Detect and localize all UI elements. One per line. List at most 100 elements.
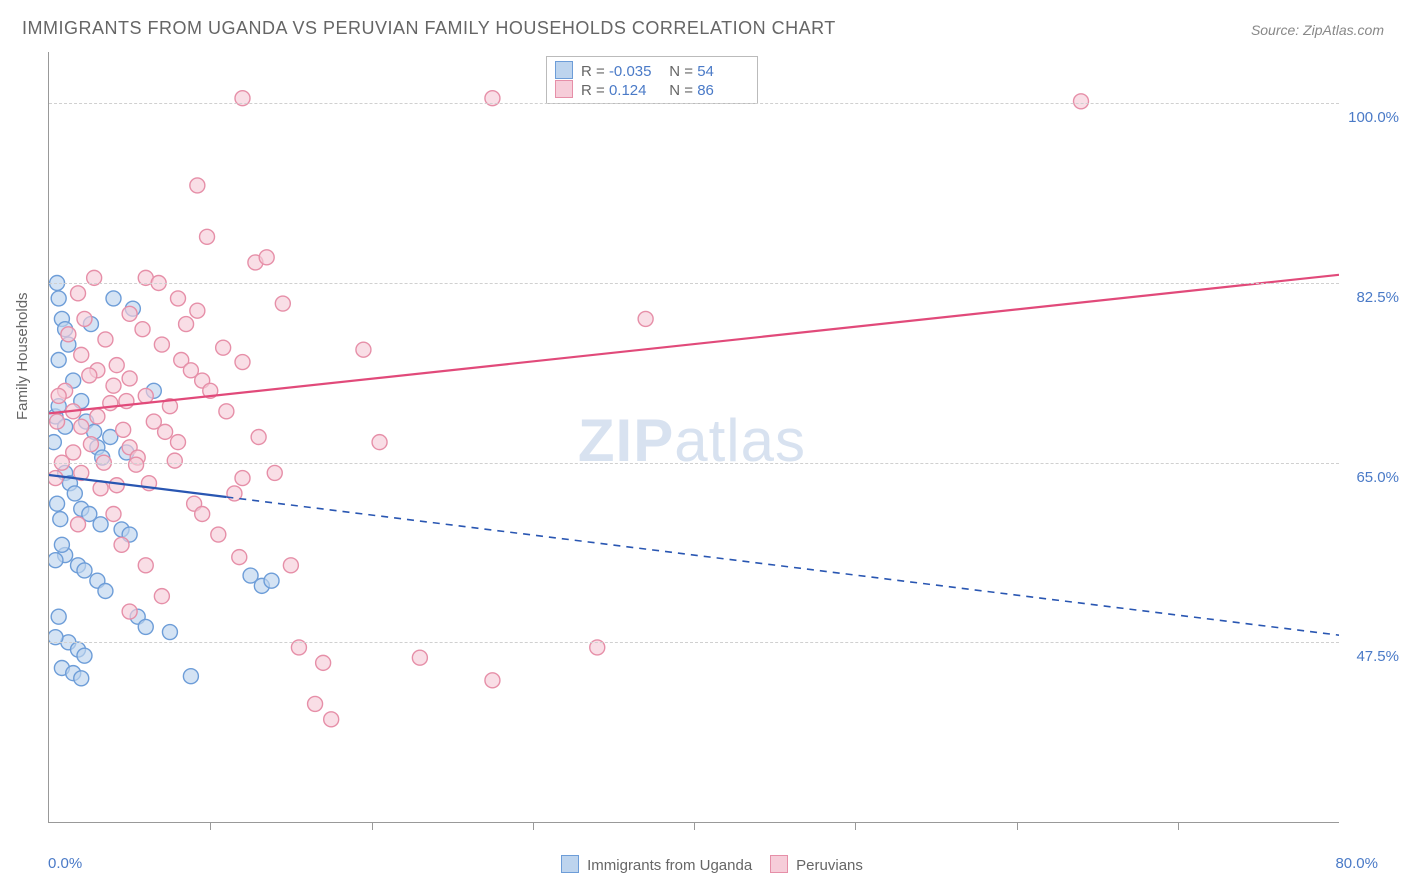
gridline [49, 463, 1339, 464]
data-point [356, 342, 371, 357]
data-point [98, 584, 113, 599]
legend-swatch [555, 80, 573, 98]
data-point [51, 609, 66, 624]
y-tick-label: 47.5% [1344, 648, 1399, 665]
data-point [219, 404, 234, 419]
y-axis-label: Family Households [14, 292, 31, 420]
data-point [106, 507, 121, 522]
data-point [154, 337, 169, 352]
data-point [51, 388, 66, 403]
data-point [77, 563, 92, 578]
y-tick-label: 100.0% [1344, 109, 1399, 126]
data-point [83, 437, 98, 452]
data-point [275, 296, 290, 311]
data-point [77, 311, 92, 326]
data-point [154, 589, 169, 604]
data-point [49, 435, 61, 450]
data-point [109, 358, 124, 373]
data-point [138, 388, 153, 403]
data-point [372, 435, 387, 450]
data-point [412, 650, 427, 665]
data-point [93, 517, 108, 532]
data-point [114, 537, 129, 552]
data-point [71, 286, 86, 301]
data-point [324, 712, 339, 727]
gridline [49, 283, 1339, 284]
data-point [74, 419, 89, 434]
data-point [638, 311, 653, 326]
chart-title: IMMIGRANTS FROM UGANDA VS PERUVIAN FAMIL… [22, 18, 836, 39]
series-legend: Immigrants from Uganda Peruvians [0, 855, 1406, 874]
data-point [135, 322, 150, 337]
data-point [232, 550, 247, 565]
chart-svg [49, 52, 1339, 822]
data-point [183, 669, 198, 684]
data-point [1074, 94, 1089, 109]
data-point [283, 558, 298, 573]
data-point [122, 306, 137, 321]
data-point [179, 317, 194, 332]
y-tick-label: 65.0% [1344, 469, 1399, 486]
source-attribution: Source: ZipAtlas.com [1251, 22, 1384, 38]
data-point [267, 465, 282, 480]
data-point [54, 537, 69, 552]
data-point [74, 347, 89, 362]
data-point [316, 655, 331, 670]
data-point [138, 558, 153, 573]
data-point [98, 332, 113, 347]
data-point [74, 671, 89, 686]
x-tick [1178, 822, 1179, 830]
n-value: 86 [697, 82, 749, 99]
n-value: 54 [697, 63, 749, 80]
data-point [51, 291, 66, 306]
gridline [49, 103, 1339, 104]
data-point [259, 250, 274, 265]
data-point [77, 648, 92, 663]
data-point [50, 414, 65, 429]
data-point [235, 355, 250, 370]
data-point [67, 486, 82, 501]
data-point [171, 435, 186, 450]
data-point [129, 457, 144, 472]
y-tick-label: 82.5% [1344, 289, 1399, 306]
legend-swatch [770, 855, 788, 873]
data-point [211, 527, 226, 542]
data-point [106, 378, 121, 393]
data-point [190, 178, 205, 193]
x-tick [694, 822, 695, 830]
correlation-legend: R = -0.035 N = 54R = 0.124 N = 86 [546, 56, 758, 104]
data-point [264, 573, 279, 588]
data-point [53, 512, 68, 527]
data-point [122, 604, 137, 619]
data-point [49, 553, 63, 568]
legend-swatch [561, 855, 579, 873]
data-point [122, 371, 137, 386]
x-tick [1017, 822, 1018, 830]
data-point [171, 291, 186, 306]
trend-line [49, 275, 1339, 414]
data-point [50, 496, 65, 511]
x-tick [210, 822, 211, 830]
legend-label: Immigrants from Uganda [587, 857, 752, 874]
data-point [190, 303, 205, 318]
data-point [158, 424, 173, 439]
data-point [251, 430, 266, 445]
data-point [216, 340, 231, 355]
data-point [167, 453, 182, 468]
legend-swatch [555, 61, 573, 79]
data-point [71, 517, 86, 532]
data-point [195, 507, 210, 522]
x-tick [372, 822, 373, 830]
x-tick [533, 822, 534, 830]
data-point [162, 625, 177, 640]
plot-area: ZIPatlas R = -0.035 N = 54R = 0.124 N = … [48, 52, 1339, 823]
data-point [235, 471, 250, 486]
data-point [138, 619, 153, 634]
data-point [90, 409, 105, 424]
x-tick [855, 822, 856, 830]
legend-label: Peruvians [796, 857, 863, 874]
r-value: 0.124 [609, 82, 661, 99]
trend-line-dashed [226, 497, 1339, 635]
data-point [200, 229, 215, 244]
corr-row: R = -0.035 N = 54 [555, 61, 749, 80]
